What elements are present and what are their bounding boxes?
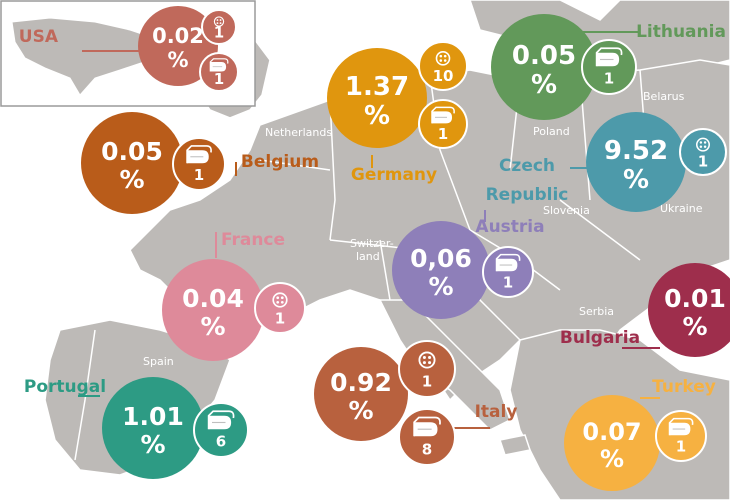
value-circle-czech (586, 112, 686, 212)
value-bulgaria: 0.01 (664, 284, 726, 313)
label-netherlands: Netherlands (265, 126, 332, 139)
bubble-austria: 0,06% 1 Austria (392, 210, 545, 319)
label-switzerland-1: Switzer- (350, 237, 394, 250)
badge-lithuania-0: 1 (581, 39, 637, 95)
map-labels: Netherlands Belarus Poland Slovenia Ukra… (143, 90, 703, 368)
badge-count-turkey-0: 1 (676, 438, 686, 456)
country-name-lithuania: Lithuania (636, 22, 726, 42)
country-name-austria: Austria (475, 217, 544, 237)
value-unit-austria: % (428, 272, 453, 301)
value-czech: 9.52 (604, 136, 668, 166)
value-circle-france (162, 259, 264, 361)
value-unit-turkey: % (600, 445, 624, 473)
label-slovenia: Slovenia (543, 204, 590, 217)
country-name-czech-line1: Czech (499, 156, 555, 176)
country-name-france: France (221, 230, 285, 250)
bubble-france: 0.04% 1 France (162, 230, 306, 361)
country-name-bulgaria: Bulgaria (560, 328, 640, 348)
bubble-germany: 1.37% 10 1 Germany (327, 41, 468, 185)
value-austria: 0,06 (410, 244, 472, 273)
value-circle-belgium (81, 112, 183, 214)
bubble-italy: 0.92% 1 8 Italy (314, 340, 518, 466)
value-circle-turkey (564, 395, 660, 491)
bubble-bulgaria: 0.01% Bulgaria (560, 263, 730, 357)
value-france: 0.04 (182, 284, 244, 313)
label-ukraine: Ukraine (660, 202, 703, 215)
badge-germany-1: 1 (418, 99, 468, 149)
value-unit-italy: % (348, 396, 373, 425)
badge-count-lithuania-0: 1 (604, 70, 614, 88)
value-unit-usa: % (167, 48, 188, 72)
label-spain: Spain (143, 355, 174, 368)
value-unit-france: % (200, 312, 225, 341)
country-name-italy: Italy (475, 402, 518, 422)
badge-count-italy-1: 8 (422, 440, 432, 458)
value-unit-czech: % (623, 165, 649, 195)
badge-belgium-0: 1 (172, 137, 226, 191)
badge-count-austria-0: 1 (503, 274, 513, 292)
value-circle-usa (138, 6, 218, 86)
bubble-belgium: 0.05% 1 Belgium (81, 112, 319, 214)
value-circle-portugal (102, 377, 204, 479)
badge-count-portugal-0: 6 (216, 433, 226, 451)
bubble-portugal: 1.01% 6 Portugal (24, 377, 249, 479)
badge-portugal-0: 6 (193, 402, 249, 458)
country-name-belgium: Belgium (241, 152, 319, 172)
badge-italy-1: 8 (398, 408, 456, 466)
badge-count-usa-0: 1 (214, 24, 224, 42)
badge-count-italy-0: 1 (422, 372, 432, 390)
badge-count-czech-0: 1 (698, 152, 708, 170)
value-circle-germany (327, 48, 427, 148)
label-belarus: Belarus (643, 90, 685, 103)
badge-austria-0: 1 (482, 246, 534, 298)
badge-france-0: 1 (254, 282, 306, 334)
bubble-czech: 9.52% 1 Czech Republic (486, 112, 727, 212)
value-lithuania: 0.05 (512, 41, 576, 71)
badge-germany-0: 10 (418, 41, 468, 91)
bubble-usa: 0.02% 1 1 USA (19, 6, 239, 92)
label-poland: Poland (533, 125, 570, 138)
value-germany: 1.37 (345, 72, 409, 102)
badge-count-usa-1: 1 (214, 70, 224, 88)
value-unit-belgium: % (119, 165, 144, 194)
value-belgium: 0.05 (101, 137, 163, 166)
badge-count-germany-1: 1 (438, 125, 448, 143)
value-usa: 0.02 (152, 24, 204, 48)
value-circle-austria (392, 221, 490, 319)
country-name-portugal: Portugal (24, 377, 106, 397)
country-name-germany: Germany (351, 165, 437, 185)
country-name-czech-line2: Republic (486, 185, 569, 205)
value-turkey: 0.07 (582, 418, 641, 446)
badge-count-france-0: 1 (275, 310, 285, 328)
value-unit-germany: % (364, 101, 390, 131)
value-circle-lithuania (491, 14, 597, 120)
badge-count-germany-0: 10 (433, 67, 454, 85)
value-circle-italy (314, 347, 408, 441)
value-italy: 0.92 (330, 368, 392, 397)
value-unit-portugal: % (140, 430, 165, 459)
country-name-turkey: Turkey (652, 377, 716, 397)
country-name-usa: USA (19, 27, 59, 47)
bubble-lithuania: 0.05% 1 Lithuania (491, 14, 726, 120)
bubble-turkey: 0.07% 1 Turkey (564, 377, 716, 491)
badge-usa-1: 1 (199, 52, 239, 92)
badge-usa-0: 1 (201, 9, 237, 45)
value-unit-lithuania: % (531, 70, 557, 100)
badge-czech-0: 1 (679, 128, 727, 176)
badge-turkey-0: 1 (655, 410, 707, 462)
badge-count-belgium-0: 1 (194, 166, 204, 184)
value-unit-bulgaria: % (682, 312, 707, 341)
label-switzerland-2: land (356, 250, 380, 263)
value-portugal: 1.01 (122, 402, 184, 431)
badge-italy-0: 1 (398, 340, 456, 398)
country-bubbles: 0.02% 1 1 USA 1.37% 10 1 Germany 0.05% 1 Lithuania… (19, 6, 730, 491)
value-circle-bulgaria (648, 263, 730, 357)
label-serbia: Serbia (579, 305, 614, 318)
